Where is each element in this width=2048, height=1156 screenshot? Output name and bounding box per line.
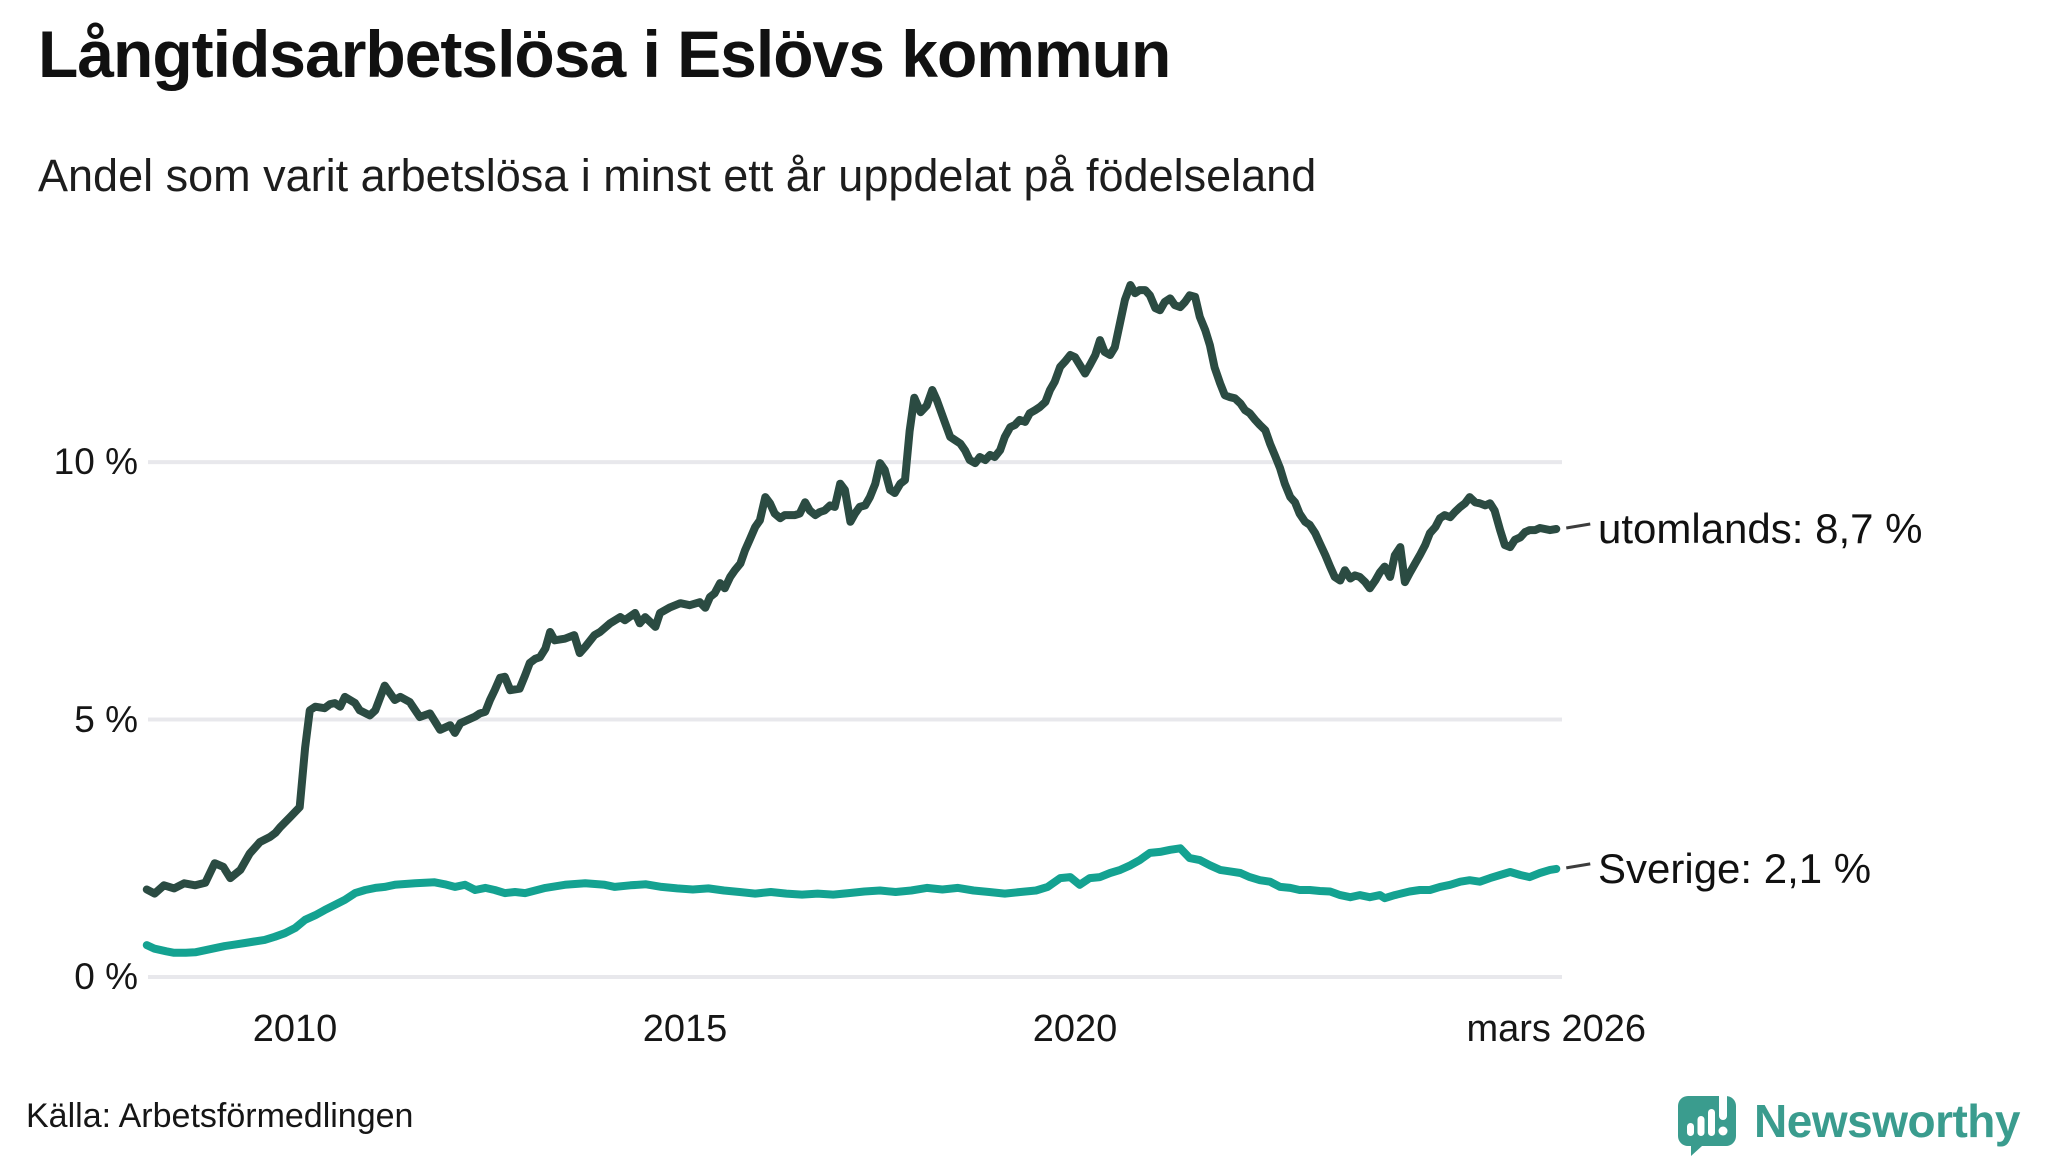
y-tick-label: 0 % bbox=[74, 956, 138, 997]
series-line-utomlands bbox=[142, 281, 1561, 898]
label-leader-dash bbox=[1566, 862, 1591, 870]
x-tick-label: 2015 bbox=[642, 1008, 728, 1050]
series-label-sverige: Sverige: 2,1 % bbox=[1598, 844, 1872, 892]
x-tick-label: 2010 bbox=[252, 1008, 338, 1050]
series-label-utomlands: utomlands: 8,7 % bbox=[1598, 505, 1923, 553]
label-leader-dash bbox=[1566, 522, 1591, 530]
x-tick-label: 2020 bbox=[1032, 1008, 1118, 1050]
x-tick-label: mars 2026 bbox=[1466, 1008, 1647, 1050]
chart-subtitle: Andel som varit arbetslösa i minst ett å… bbox=[38, 150, 1317, 201]
series-line-sverige bbox=[142, 844, 1561, 957]
y-tick-label: 5 % bbox=[74, 698, 138, 740]
y-tick-label: 10 % bbox=[53, 441, 138, 483]
newsworthy-wordmark: Newsworthy bbox=[1754, 1095, 2020, 1147]
source-note: Källa: Arbetsförmedlingen bbox=[26, 1097, 414, 1135]
page-title: Långtidsarbetslösa i Eslövs kommun bbox=[38, 17, 1171, 91]
newsworthy-logo: Newsworthy bbox=[1674, 1086, 2020, 1156]
newsworthy-bubble-icon bbox=[1678, 1090, 1737, 1156]
